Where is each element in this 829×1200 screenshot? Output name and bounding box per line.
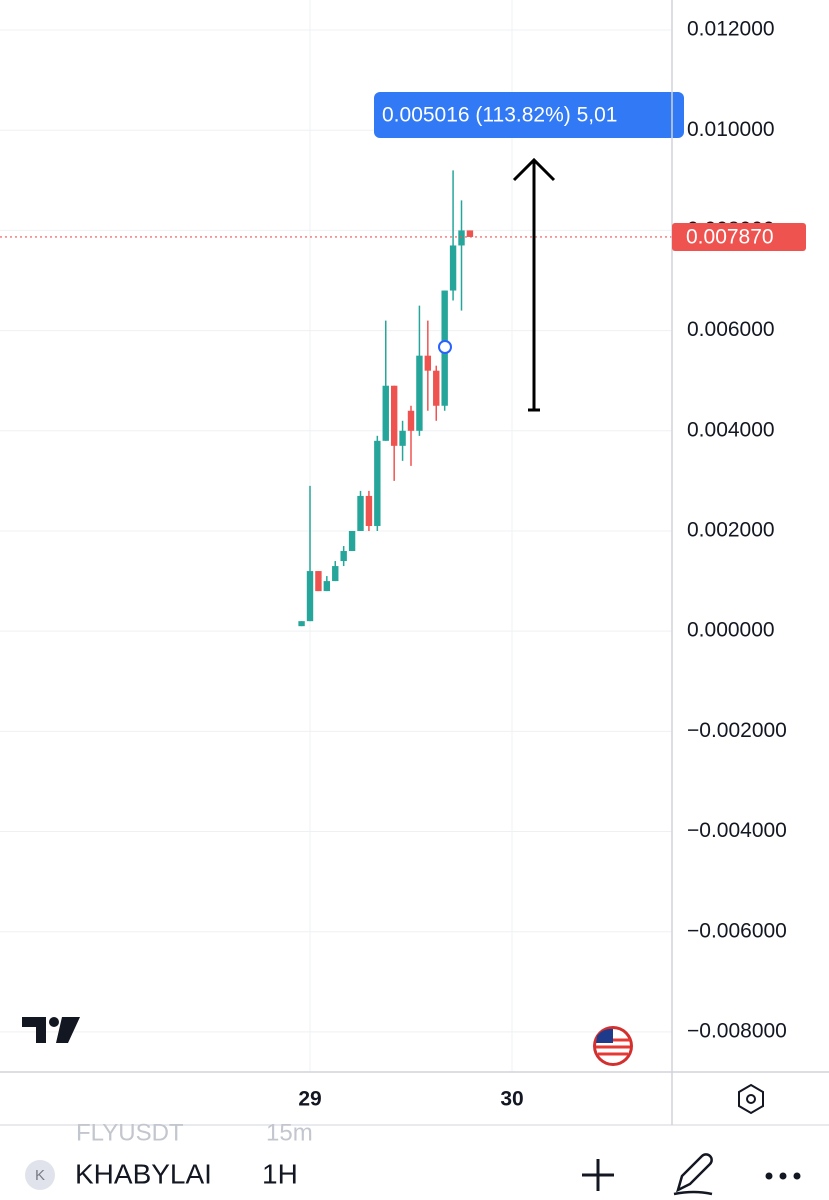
x-tick-label: 30 bbox=[500, 1088, 523, 1111]
candle-body bbox=[416, 355, 423, 431]
candle-body bbox=[298, 621, 305, 627]
x-tick-label: 29 bbox=[298, 1088, 321, 1111]
candle-body bbox=[323, 581, 331, 592]
candle-body bbox=[458, 230, 465, 246]
draw-icon[interactable] bbox=[673, 1153, 713, 1196]
avatar-letter: K bbox=[35, 1167, 45, 1184]
candle-body bbox=[399, 430, 406, 446]
y-tick-label: 0.012000 bbox=[687, 18, 775, 41]
tv-logo bbox=[22, 1017, 80, 1043]
y-tick-label: 0.010000 bbox=[687, 118, 775, 141]
candle-body bbox=[348, 530, 356, 552]
y-tick-label: −0.002000 bbox=[687, 719, 787, 742]
flag-icon bbox=[593, 1026, 633, 1066]
candle-body bbox=[424, 355, 432, 371]
candle-body bbox=[433, 370, 440, 406]
measure-arrow-head bbox=[512, 157, 556, 182]
candle-body bbox=[332, 566, 339, 582]
candle-body bbox=[340, 551, 347, 562]
axis: 0.0120000.0100000.0080000.0060000.004000… bbox=[298, 18, 787, 1111]
more-icon[interactable] bbox=[765, 1172, 801, 1180]
last-price-box bbox=[672, 222, 806, 251]
symbol-group[interactable]: KHABYLAI bbox=[75, 1158, 212, 1189]
last-price-label: 0.007870 bbox=[686, 225, 774, 248]
candle-body bbox=[449, 245, 457, 291]
candle-body bbox=[315, 571, 322, 592]
candle-body bbox=[390, 385, 398, 446]
marker bbox=[438, 340, 452, 354]
candle-body bbox=[374, 440, 381, 526]
annotation-box bbox=[374, 92, 684, 138]
y-tick-label: 0.002000 bbox=[687, 519, 775, 542]
y-tick-label: 0.004000 bbox=[687, 418, 775, 441]
interval[interactable]: 1H bbox=[262, 1158, 298, 1189]
candle-body bbox=[306, 571, 314, 622]
candle-body bbox=[466, 230, 474, 237]
candle-body bbox=[382, 385, 389, 441]
y-tick-label: 0.000000 bbox=[687, 619, 775, 642]
add-icon[interactable] bbox=[582, 1159, 614, 1191]
candle-body bbox=[365, 495, 373, 526]
y-tick-label: −0.006000 bbox=[687, 919, 787, 942]
grid bbox=[0, 0, 672, 1072]
annotation-group: 0.005016 (113.82%) 5,01 bbox=[382, 104, 617, 127]
plot-area bbox=[0, 170, 672, 627]
y-tick-label: −0.004000 bbox=[687, 819, 787, 842]
candle-body bbox=[357, 495, 364, 531]
annotation-label: 0.005016 (113.82%) 5,01 bbox=[382, 104, 617, 127]
candle-body bbox=[407, 410, 415, 431]
settings-icon[interactable] bbox=[738, 1083, 764, 1115]
symbol[interactable]: KHABYLAI bbox=[75, 1158, 212, 1189]
y-tick-label: −0.008000 bbox=[687, 1019, 787, 1042]
toolbar-bg bbox=[0, 1141, 829, 1200]
y-tick-label: 0.006000 bbox=[687, 318, 775, 341]
avatar bbox=[25, 1160, 55, 1190]
